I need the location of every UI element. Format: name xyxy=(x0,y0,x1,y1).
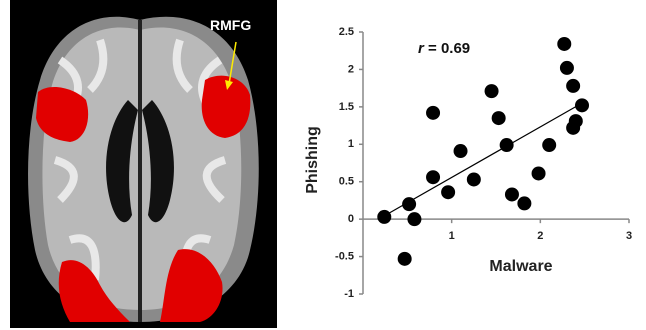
y-tick-label: -0.5 xyxy=(335,250,354,262)
point xyxy=(492,111,506,125)
y-axis-label: Phishing xyxy=(304,126,321,194)
point xyxy=(566,79,580,93)
point xyxy=(560,61,574,75)
image-label: RMFG xyxy=(210,17,251,33)
annotation-text: = 0.69 xyxy=(428,40,470,57)
point xyxy=(398,252,412,266)
annotation: r = 0.69 xyxy=(418,40,470,57)
point xyxy=(441,185,455,199)
point xyxy=(566,121,580,135)
point xyxy=(557,37,571,51)
point xyxy=(426,170,440,184)
y-tick-label: 2.5 xyxy=(339,26,354,38)
x-tick-label: 1 xyxy=(449,230,455,242)
x-tick-label: 2 xyxy=(537,230,543,242)
point xyxy=(402,197,416,211)
point xyxy=(575,98,589,112)
point xyxy=(485,84,499,98)
point xyxy=(407,212,421,226)
y-tick-label: 1.5 xyxy=(339,101,354,113)
y-tick-label: 0.5 xyxy=(339,176,354,188)
figure: RMFG r = 0.69 Malware Phishing -1 -0.5 0 0.… xyxy=(0,0,646,330)
x-tick-label: 3 xyxy=(626,230,632,242)
y-tick-label: 1 xyxy=(348,138,354,150)
point xyxy=(505,187,519,201)
point xyxy=(454,144,468,158)
point xyxy=(467,172,481,186)
point xyxy=(500,138,514,152)
brain-image: RMFG xyxy=(10,0,277,328)
y-tick-label: -1 xyxy=(344,288,354,300)
y-tick-label: 2 xyxy=(348,63,354,75)
annotation-variable: r xyxy=(418,40,425,57)
y-tick-label: 0 xyxy=(348,213,354,225)
point xyxy=(542,138,556,152)
point xyxy=(532,166,546,180)
point xyxy=(426,106,440,120)
point xyxy=(517,196,531,210)
x-axis-label: Malware xyxy=(489,258,552,275)
point xyxy=(377,210,391,224)
